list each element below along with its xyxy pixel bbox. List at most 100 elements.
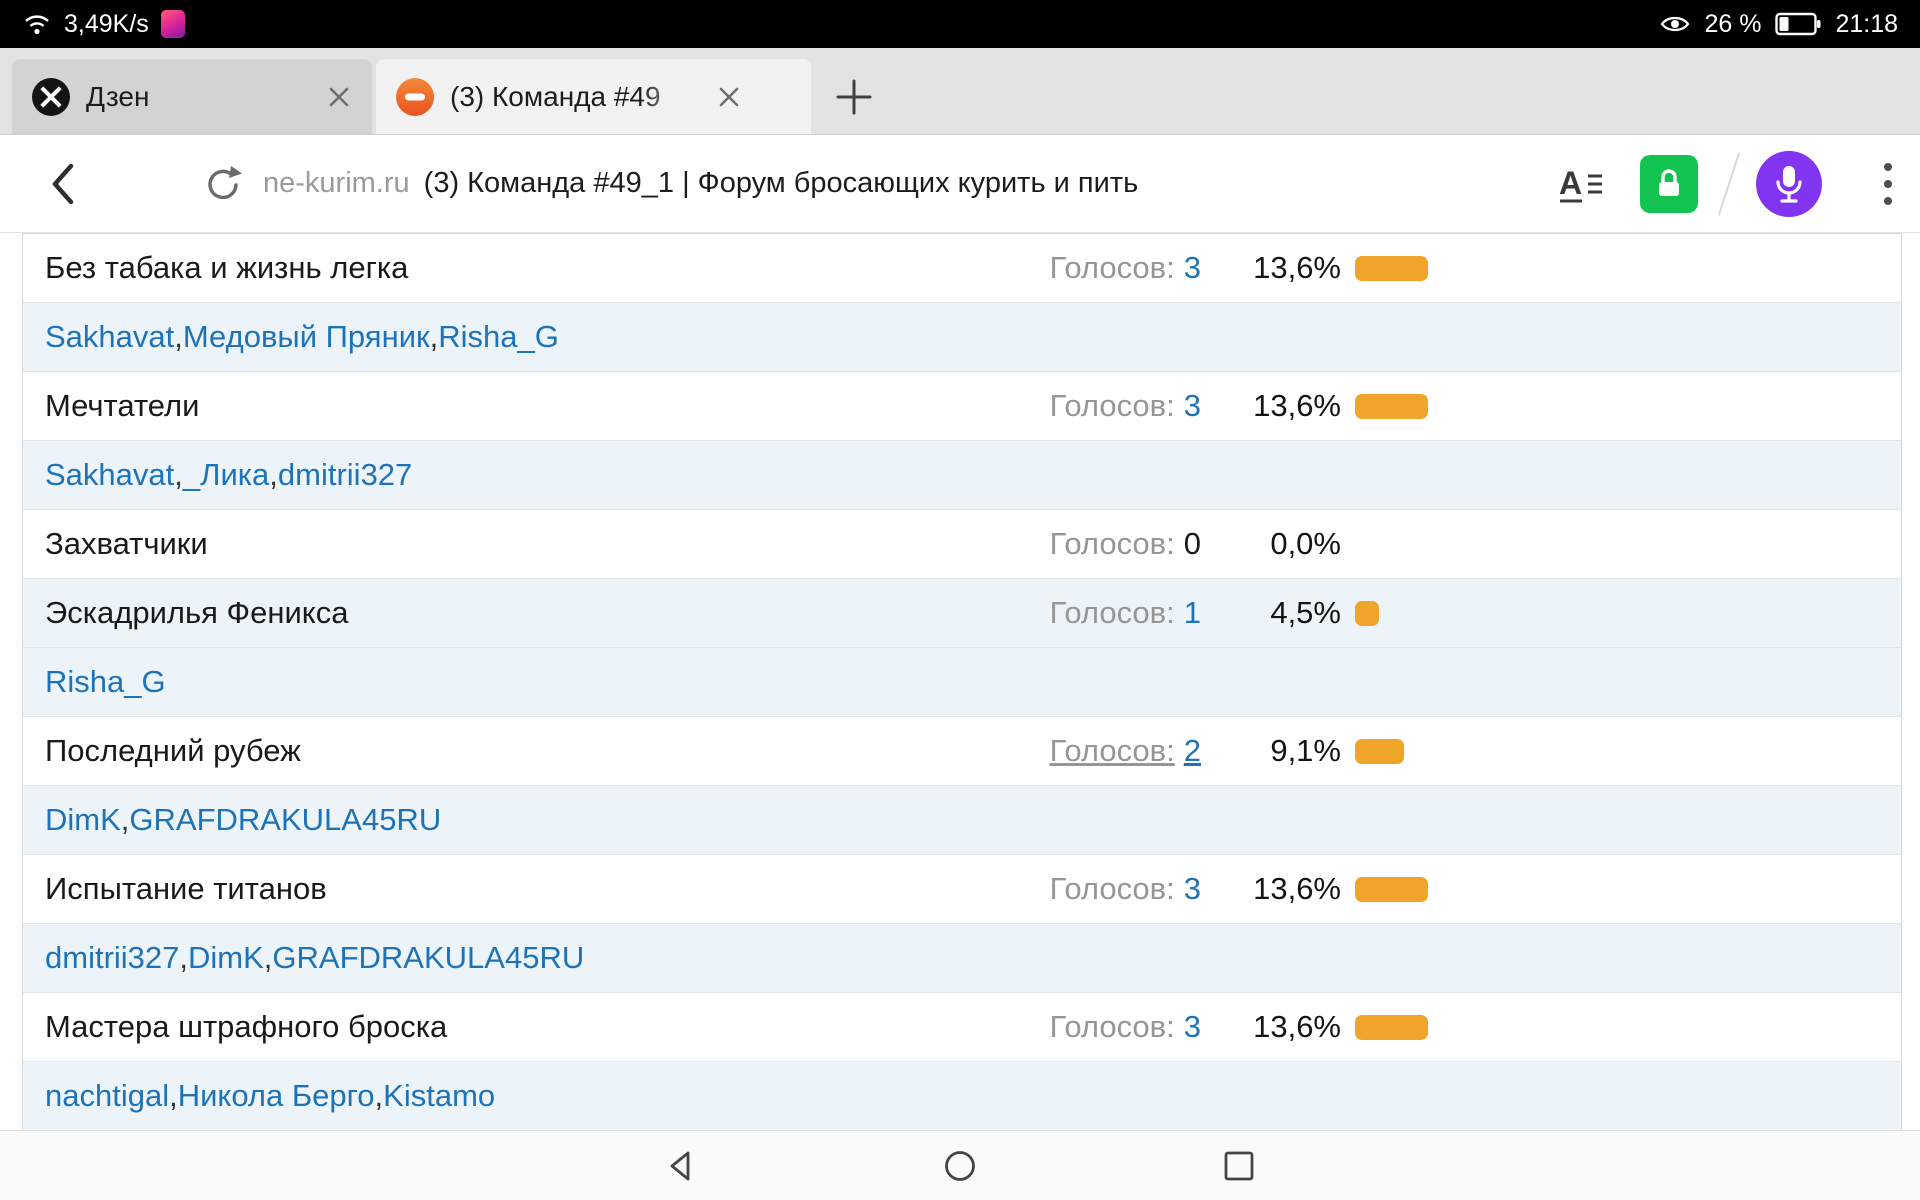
- voter-link[interactable]: dmitrii327: [45, 940, 180, 975]
- poll-voters-row: Sakhavat, _Лика, dmitrii327: [23, 441, 1901, 510]
- close-tab-icon[interactable]: [326, 84, 352, 110]
- percent-bar: [1355, 876, 1428, 902]
- votes-group: Голосов: 1: [1001, 595, 1201, 631]
- poll-option-row: Эскадрилья Феникса Голосов: 1 4,5%: [23, 579, 1901, 648]
- tab-forum[interactable]: (3) Команда #49: [376, 59, 811, 134]
- battery-icon: [1775, 12, 1821, 36]
- votes-count-link[interactable]: 1: [1183, 595, 1201, 630]
- voter-link[interactable]: dmitrii327: [277, 457, 413, 492]
- percent-bar: [1355, 600, 1379, 626]
- percent-bar: [1355, 393, 1428, 419]
- nav-back-button[interactable]: [663, 1148, 699, 1184]
- forum-favicon-icon: [396, 77, 434, 116]
- voter-link[interactable]: Kistamo: [383, 1078, 496, 1113]
- voter-link[interactable]: Risha_G: [438, 319, 559, 354]
- tab-zen[interactable]: Дзен: [12, 59, 372, 134]
- poll-option-name: Мечтатели: [45, 388, 200, 423]
- votes-label: Голосов:: [1049, 595, 1175, 630]
- svg-text:A: A: [1559, 165, 1582, 201]
- voter-separator: ,: [263, 940, 273, 975]
- percent-bar-slot: [1341, 255, 1901, 281]
- voter-link[interactable]: GRAFDRAKULA45RU: [129, 802, 442, 837]
- battery-percent: 26 %: [1704, 9, 1762, 38]
- poll-option-name: Без табака и жизнь легка: [45, 250, 409, 285]
- percent-bar-slot: [1341, 600, 1901, 626]
- percent-bar: [1355, 738, 1404, 764]
- percent-text: 13,6%: [1253, 871, 1341, 906]
- votes-count-link[interactable]: 3: [1183, 388, 1201, 423]
- nav-home-button[interactable]: [942, 1148, 978, 1184]
- reload-icon[interactable]: [203, 164, 243, 204]
- voter-link[interactable]: Никола Берго: [177, 1078, 375, 1113]
- poll-option-row: Последний рубеж Голосов: 2 9,1%: [23, 717, 1901, 786]
- voter-link[interactable]: nachtigal: [45, 1078, 170, 1113]
- poll-option-name: Последний рубеж: [45, 733, 301, 768]
- percent-bar-slot: [1341, 738, 1901, 764]
- voter-separator: ,: [374, 1078, 384, 1113]
- votes-label: Голосов:: [1049, 1009, 1175, 1044]
- voter-link[interactable]: _Лика: [182, 457, 270, 492]
- poll-results-table: Без табака и жизнь легка Голосов: 3 13,6% Sa…: [22, 233, 1902, 1130]
- poll-voters-row: DimK, GRAFDRAKULA45RU: [23, 786, 1901, 855]
- browser-menu-icon[interactable]: [1882, 159, 1894, 209]
- voter-link[interactable]: GRAFDRAKULA45RU: [272, 940, 585, 975]
- back-button[interactable]: [45, 158, 81, 210]
- poll-voters-row: dmitrii327, DimK, GRAFDRAKULA45RU: [23, 924, 1901, 993]
- votes-count-link[interactable]: 3: [1183, 250, 1201, 285]
- voter-separator: ,: [429, 319, 439, 354]
- close-tab-icon[interactable]: [716, 84, 742, 110]
- voter-link[interactable]: Risha_G: [45, 664, 166, 699]
- voter-link[interactable]: Sakhavat: [45, 319, 175, 354]
- votes-count-link: 0: [1183, 526, 1201, 561]
- voter-separator: ,: [269, 457, 278, 492]
- voter-link[interactable]: DimK: [188, 940, 264, 975]
- poll-option-row: Мечтатели Голосов: 3 13,6%: [23, 372, 1901, 441]
- percent-text: 0,0%: [1270, 526, 1341, 561]
- new-tab-button[interactable]: [811, 59, 897, 134]
- nav-recents-button[interactable]: [1221, 1148, 1257, 1184]
- clock: 21:18: [1835, 9, 1898, 38]
- poll-voters-row: Sakhavat, Медовый Пряник, Risha_G: [23, 303, 1901, 372]
- percent-text: 13,6%: [1253, 1009, 1341, 1044]
- percent-text: 4,5%: [1270, 595, 1341, 630]
- votes-count-link[interactable]: 3: [1183, 1009, 1201, 1044]
- address-bar: ne-kurim.ru (3) Команда #49_1 | Форум бр…: [0, 135, 1920, 233]
- poll-option-name: Эскадрилья Феникса: [45, 595, 349, 630]
- eye-comfort-icon: [1660, 13, 1690, 35]
- zen-favicon-icon: [32, 77, 70, 116]
- percent-text: 9,1%: [1270, 733, 1341, 768]
- poll-voters-row: Risha_G: [23, 648, 1901, 717]
- reader-mode-icon[interactable]: A: [1558, 164, 1604, 204]
- voter-link[interactable]: DimK: [45, 802, 121, 837]
- poll-voters-row: nachtigal, Никола Берго, Kistamo: [23, 1062, 1901, 1130]
- tab-title: (3) Команда #49: [450, 80, 661, 112]
- percent-bar-slot: [1341, 876, 1901, 902]
- network-activity-icon: [22, 12, 52, 36]
- votes-label: Голосов:: [1049, 388, 1175, 423]
- percent-bar: [1355, 1014, 1428, 1040]
- votes-label: Голосов:: [1049, 526, 1175, 561]
- percent-bar-slot: [1341, 393, 1901, 419]
- page-title[interactable]: (3) Команда #49_1 | Форум бросающих кури…: [423, 167, 1139, 199]
- votes-count-link[interactable]: 2: [1183, 733, 1201, 768]
- voter-separator: ,: [169, 1078, 178, 1113]
- poll-option-name: Испытание титанов: [45, 871, 327, 906]
- app-notification-icon: [160, 10, 185, 38]
- voter-separator: ,: [179, 940, 189, 975]
- votes-label: Голосов:: [1049, 733, 1175, 768]
- voter-link[interactable]: Медовый Пряник: [182, 319, 430, 354]
- percent-bar: [1355, 255, 1428, 281]
- voice-search-button[interactable]: [1756, 150, 1822, 217]
- voter-separator: ,: [120, 802, 130, 837]
- url-domain[interactable]: ne-kurim.ru: [263, 167, 410, 199]
- votes-count-link[interactable]: 3: [1183, 871, 1201, 906]
- android-nav-bar: [0, 1130, 1920, 1200]
- secure-lock-button[interactable]: [1640, 154, 1698, 213]
- voter-link[interactable]: Sakhavat: [45, 457, 175, 492]
- poll-option-row: Мастера штрафного броска Голосов: 3 13,6%: [23, 993, 1901, 1062]
- voter-separator: ,: [174, 457, 183, 492]
- votes-group: Голосов: 3: [1001, 250, 1201, 286]
- network-speed: 3,49K/s: [64, 9, 149, 38]
- poll-option-row: Без табака и жизнь легка Голосов: 3 13,6%: [23, 234, 1901, 303]
- omnibox-divider: [1717, 151, 1741, 216]
